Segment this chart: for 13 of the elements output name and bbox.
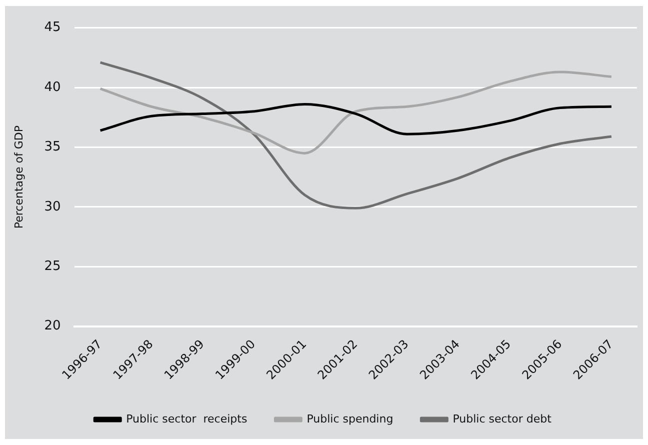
legend-label: Public sector debt bbox=[452, 412, 552, 426]
line-series bbox=[99, 61, 613, 210]
y-tick-label: 40 bbox=[44, 80, 61, 95]
y-tick-label: 30 bbox=[44, 199, 61, 214]
y-tick-label: 20 bbox=[44, 318, 61, 334]
legend-label: Public spending bbox=[306, 412, 394, 426]
y-axis-title: Percentage of GDP bbox=[12, 125, 26, 229]
y-tick-label: 45 bbox=[44, 20, 61, 36]
line-series bbox=[99, 102, 613, 136]
line-series bbox=[99, 70, 613, 154]
y-tick-label: 35 bbox=[44, 140, 61, 155]
y-tick-label: 25 bbox=[44, 259, 61, 274]
legend-label: Public sector receipts bbox=[126, 412, 248, 426]
